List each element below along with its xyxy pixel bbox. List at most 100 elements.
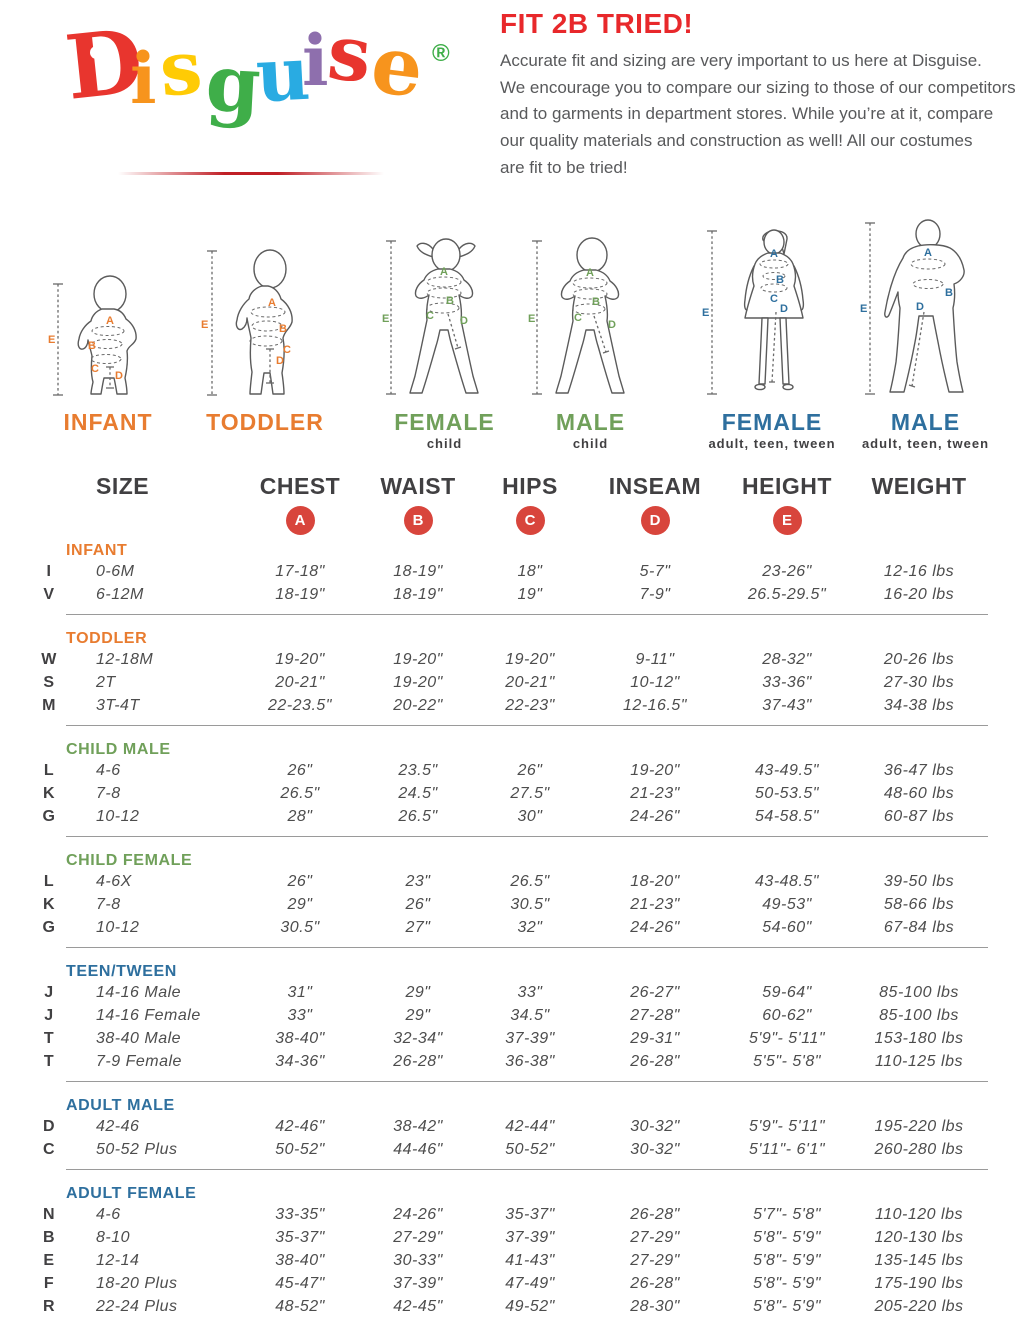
- size-cell: 38-40 Male: [96, 1029, 182, 1047]
- weight-cell: 27-30 lbs: [883, 673, 955, 691]
- weight-cell: 16-20 lbs: [883, 585, 955, 603]
- figure-label-infant: INFANT: [63, 409, 153, 435]
- table-row: B 8-10 35-37" 27-29" 37-39" 27-29" 5'8"- 5'9" 1…: [36, 1226, 988, 1249]
- weight-cell: 58-66 lbs: [883, 895, 955, 913]
- height-cell: 50-53.5": [755, 784, 819, 802]
- svg-text:C: C: [426, 310, 434, 322]
- section-divider: [66, 614, 988, 615]
- figure-sublabel-male-child: child: [572, 436, 609, 451]
- intro-title: FIT 2B TRIED!: [500, 8, 694, 39]
- intro-paragraph: Accurate fit and sizing are very importa…: [500, 48, 1020, 181]
- size-cell: 14-16 Female: [96, 1006, 201, 1024]
- column-header-hips: HIPS: [502, 472, 558, 499]
- letter-cell: L: [43, 761, 55, 779]
- height-cell: 5'8"- 5'9": [753, 1297, 821, 1315]
- inseam-cell: 27-28": [630, 1006, 680, 1024]
- column-header-weight: WEIGHT: [871, 472, 967, 499]
- table-row: V 6-12M 18-19" 18-19" 19" 7-9" 26.5-29.5" 16-20…: [36, 583, 988, 606]
- waist-cell: 18-19": [393, 585, 443, 603]
- chest-cell: 19-20": [275, 650, 325, 668]
- male-adult-illustration: E A B D: [860, 219, 965, 395]
- inseam-cell: 24-26": [630, 918, 680, 936]
- inseam-cell: 18-20": [630, 872, 680, 890]
- chest-cell: 48-52": [275, 1297, 325, 1315]
- letter-cell: T: [43, 1052, 55, 1070]
- waist-cell: 23.5": [398, 761, 438, 779]
- section-title-adult-female: ADULT FEMALE: [66, 1185, 197, 1202]
- table-row: G 10-12 28" 26.5" 30" 24-26" 54-58.5" 60-87 lbs: [36, 805, 988, 828]
- badge-cell: E: [724, 505, 850, 535]
- height-cell: 5'8"- 5'9": [753, 1274, 821, 1292]
- chest-cell: 33": [287, 1006, 313, 1024]
- hips-cell: 19": [517, 585, 543, 603]
- figure-sublabel-male-adult: adult, teen, tween: [861, 436, 990, 451]
- inseam-cell: 27-29": [630, 1251, 680, 1269]
- table-row: T 38-40 Male 38-40" 32-34" 37-39" 29-31" 5'9"-…: [36, 1027, 988, 1050]
- size-cell: 8-10: [96, 1228, 131, 1246]
- size-cell: 2T: [96, 673, 116, 691]
- figure-male-child: E A B C D MALE child: [528, 236, 653, 451]
- waist-cell: 27": [405, 918, 431, 936]
- inseam-cell: 30-32": [630, 1140, 680, 1158]
- svg-text:C: C: [91, 363, 99, 375]
- measurement-badge-e: E: [772, 505, 802, 535]
- waist-cell: 18-19": [393, 562, 443, 580]
- waist-cell: 44-46": [393, 1140, 443, 1158]
- column-header-waist: WAIST: [380, 472, 456, 499]
- hips-cell: 26": [517, 761, 543, 779]
- letter-cell: K: [42, 784, 56, 802]
- weight-cell: 85-100 lbs: [879, 1006, 959, 1024]
- waist-cell: 20-22": [393, 696, 443, 714]
- logo-underline: [118, 172, 384, 175]
- hips-cell: 34.5": [510, 1006, 550, 1024]
- svg-text:A: A: [268, 297, 276, 309]
- inseam-cell: 29-31": [630, 1029, 680, 1047]
- inseam-cell: 26-28": [630, 1274, 680, 1292]
- svg-text:D: D: [276, 355, 284, 367]
- waist-cell: 42-45": [393, 1297, 443, 1315]
- waist-cell: 23": [405, 872, 431, 890]
- figure-male-adult: E A B D MALE adult, teen, tween: [858, 218, 993, 451]
- weight-cell: 205-220 lbs: [874, 1297, 964, 1315]
- measurement-badge-c: C: [515, 505, 545, 535]
- size-table: SIZE CHEST WAIST HIPS INSEAM HEIGHT WEIGHT A B C D…: [36, 470, 988, 1318]
- chest-cell: 26": [287, 872, 313, 890]
- intro-text-line: Accurate fit and sizing are very importa…: [500, 51, 982, 70]
- figure-label-female-child: FEMALE: [394, 409, 495, 435]
- height-cell: 49-53": [762, 895, 812, 913]
- waist-cell: 26": [405, 895, 431, 913]
- height-cell: 5'8"- 5'9": [753, 1251, 821, 1269]
- height-cell: 54-58.5": [755, 807, 819, 825]
- section-divider: [66, 1081, 988, 1082]
- logo-letter-i: i: [130, 37, 157, 120]
- chest-cell: 26": [287, 761, 313, 779]
- waist-cell: 24.5": [398, 784, 438, 802]
- letter-cell: J: [44, 1006, 54, 1024]
- chest-cell: 29": [287, 895, 313, 913]
- chest-cell: 22-23.5": [268, 696, 332, 714]
- chest-cell: 42-46": [275, 1117, 325, 1135]
- table-row: R 22-24 Plus 48-52" 42-45" 49-52" 28-30" 5'8"-…: [36, 1295, 988, 1318]
- table-row: D 42-46 42-46" 38-42" 42-44" 30-32" 5'9"- 5'11…: [36, 1115, 988, 1138]
- height-cell: 37-43": [762, 696, 812, 714]
- section-divider: [66, 1169, 988, 1170]
- svg-text:C: C: [574, 312, 582, 324]
- letter-cell: G: [42, 918, 56, 936]
- waist-cell: 29": [405, 1006, 431, 1024]
- intro-text-line: are fit to be tried!: [500, 157, 628, 177]
- hips-cell: 26.5": [510, 872, 550, 890]
- figure-label-female-adult: FEMALE: [721, 409, 823, 435]
- size-cell: 3T-4T: [96, 696, 140, 714]
- waist-cell: 30-33": [393, 1251, 443, 1269]
- intro-block: FIT 2B TRIED! Accurate fit and sizing ar…: [500, 8, 1020, 181]
- size-cell: 12-14: [96, 1251, 140, 1269]
- figure-label-toddler: TODDLER: [206, 409, 324, 435]
- letter-cell: W: [41, 650, 57, 668]
- table-row: K 7-8 29" 26" 30.5" 21-23" 49-53" 58-66 lbs: [36, 893, 988, 916]
- size-cell: 18-20 Plus: [96, 1274, 178, 1292]
- chest-cell: 45-47": [275, 1274, 325, 1292]
- chest-cell: 26.5": [280, 784, 320, 802]
- column-header-chest: CHEST: [259, 472, 341, 499]
- table-row: S 2T 20-21" 19-20" 20-21" 10-12" 33-36" 27-30 l…: [36, 671, 988, 694]
